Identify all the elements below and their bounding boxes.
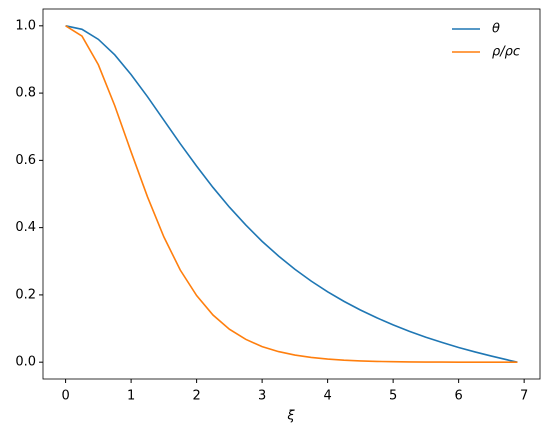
x-tick-label: 5 — [389, 389, 397, 404]
x-tick-label: 6 — [454, 389, 462, 404]
y-tick-label: 0.0 — [15, 355, 36, 370]
x-tick-label: 7 — [520, 389, 528, 404]
x-axis-label: ξ — [286, 409, 295, 424]
x-tick-label: 4 — [323, 389, 331, 404]
x-tick-label: 0 — [61, 389, 69, 404]
y-tick-label: 0.4 — [15, 220, 36, 235]
plot-frame — [42, 8, 541, 380]
legend-label: ρ/ρc — [492, 45, 520, 60]
line — [65, 25, 518, 363]
x-tick-label: 2 — [192, 389, 200, 404]
line — [65, 25, 518, 363]
y-tick-label: 0.8 — [15, 86, 36, 101]
y-tick-label: 0.6 — [15, 153, 36, 168]
y-tick-label: 0.2 — [15, 287, 36, 302]
x-tick-label: 1 — [127, 389, 135, 404]
legend-label: θ — [492, 22, 500, 37]
y-tick-label: 1.0 — [15, 18, 36, 33]
x-tick-label: 3 — [258, 389, 266, 404]
